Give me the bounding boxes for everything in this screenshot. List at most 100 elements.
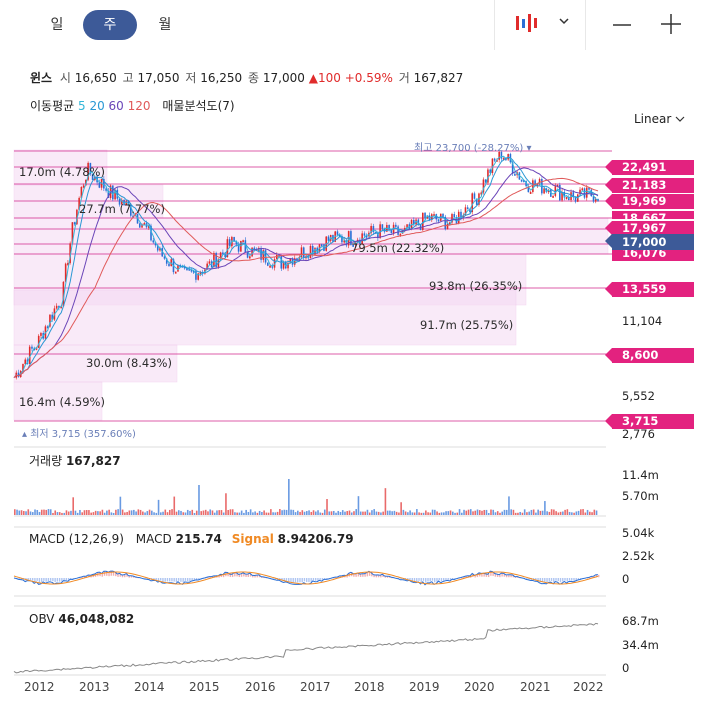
tab-month[interactable]: 월: [158, 17, 172, 33]
macd-histogram-bar: [110, 571, 112, 576]
volume-bar: [326, 499, 328, 515]
macd-histogram-bar: [112, 571, 115, 576]
close-value: 17,000: [262, 71, 305, 85]
macd-histogram-bar: [373, 574, 375, 578]
macd-histogram-bar: [40, 578, 43, 582]
volume-profile-annotation: 93.8m (26.35%): [429, 279, 523, 293]
volume-bar: [79, 509, 81, 515]
volume-bar: [166, 512, 169, 515]
macd-histogram-bar: [319, 578, 321, 580]
volume-bar: [328, 511, 331, 515]
volume-bar: [61, 512, 63, 515]
volume-bar: [371, 510, 373, 515]
volume-bar: [503, 509, 506, 515]
price-level-tag: 16,076: [612, 249, 694, 261]
volume-bar: [389, 510, 391, 515]
volume-bar: [335, 512, 337, 515]
ma20-line: [13, 156, 599, 379]
macd-histogram-bar: [308, 578, 310, 583]
volume-bar: [180, 510, 182, 515]
macd-histogram-bar: [555, 578, 557, 581]
volume-label: 거: [398, 71, 410, 85]
chart-type-button[interactable]: [512, 10, 572, 38]
tab-week[interactable]: 주: [83, 10, 137, 40]
zoom-out-button[interactable]: [611, 14, 633, 36]
macd-histogram-bar: [274, 578, 276, 580]
volume-bar: [366, 509, 369, 515]
macd-histogram-bar: [355, 573, 357, 577]
volume-bar: [20, 510, 23, 515]
volume-bar: [380, 512, 382, 515]
volume-bar: [49, 509, 52, 515]
macd-histogram-bar: [492, 571, 494, 576]
macd-histogram-bar: [357, 572, 360, 577]
macd-histogram-bar: [160, 578, 162, 581]
volume-bar: [339, 511, 342, 515]
macd-histogram-bar: [595, 574, 598, 578]
macd-histogram-bar: [454, 578, 456, 580]
macd-histogram-bar: [292, 578, 294, 583]
macd-histogram-bar: [58, 578, 61, 582]
volume-bar: [348, 510, 351, 515]
macd-histogram-bar: [431, 578, 434, 581]
macd-histogram-bar: [452, 578, 454, 580]
year-label: 2021: [520, 680, 551, 694]
volume-bar: [523, 509, 526, 515]
macd-histogram-bar: [103, 571, 106, 576]
macd-histogram-bar: [18, 578, 20, 580]
volume-bar: [355, 509, 358, 515]
volume-profile-annotation: 17.0m (4.78%): [19, 165, 105, 179]
price-chart[interactable]: [0, 130, 709, 690]
macd-histogram-bar: [598, 574, 600, 578]
macd-histogram-bar: [326, 578, 328, 580]
obv-pane-title: OBV 46,048,082: [29, 612, 134, 626]
volume-bar: [514, 512, 517, 515]
open-value: 16,650: [74, 71, 117, 85]
macd-histogram-bar: [249, 573, 252, 577]
volume-bar: [553, 509, 555, 515]
volume-bar: [476, 509, 479, 515]
macd-histogram-bar: [294, 578, 297, 583]
macd-histogram-bar: [281, 578, 283, 581]
scale-toggle[interactable]: Linear: [634, 112, 685, 126]
macd-histogram-bar: [130, 575, 133, 578]
volume-bar: [478, 510, 481, 515]
year-label: 2016: [245, 680, 276, 694]
volume-bar: [557, 512, 560, 515]
macd-histogram-bar: [290, 578, 292, 582]
volume-bar: [575, 511, 578, 515]
volume-bar: [452, 511, 454, 515]
volume-bar: [36, 509, 39, 515]
price-level-tag: 3,715: [605, 414, 694, 429]
volume-bar: [45, 509, 48, 515]
macd-histogram-bar: [177, 578, 180, 581]
volume-bar: [231, 509, 234, 515]
change-pct: +0.59%: [344, 71, 393, 85]
volume-bar: [469, 509, 472, 515]
macd-histogram-bar: [198, 578, 200, 580]
volume-bar: [106, 510, 108, 515]
macd-histogram-bar: [317, 578, 319, 581]
volume-bar: [119, 496, 122, 515]
year-label: 2014: [134, 680, 165, 694]
price-level-tag: 13,559: [605, 282, 694, 297]
volume-bar: [112, 512, 115, 515]
macd-histogram-bar: [571, 578, 573, 581]
volume-bar: [483, 509, 486, 515]
macd-histogram-bar: [407, 578, 409, 581]
volume-bar: [292, 509, 295, 515]
zoom-in-button[interactable]: [659, 12, 683, 36]
macd-histogram-bar: [29, 578, 32, 581]
macd-histogram-bar: [54, 578, 56, 583]
macd-histogram-bar: [184, 578, 187, 581]
macd-histogram-bar: [359, 574, 362, 577]
volume-bar: [137, 509, 140, 515]
macd-histogram-bar: [285, 578, 288, 581]
tab-day[interactable]: 일: [50, 17, 64, 33]
macd-histogram-bar: [332, 577, 335, 579]
macd-histogram-bar: [254, 575, 256, 578]
volume-bar: [128, 510, 131, 515]
volume-bar: [429, 512, 432, 515]
volume-bar: [146, 511, 149, 515]
volume-bar: [56, 512, 59, 515]
